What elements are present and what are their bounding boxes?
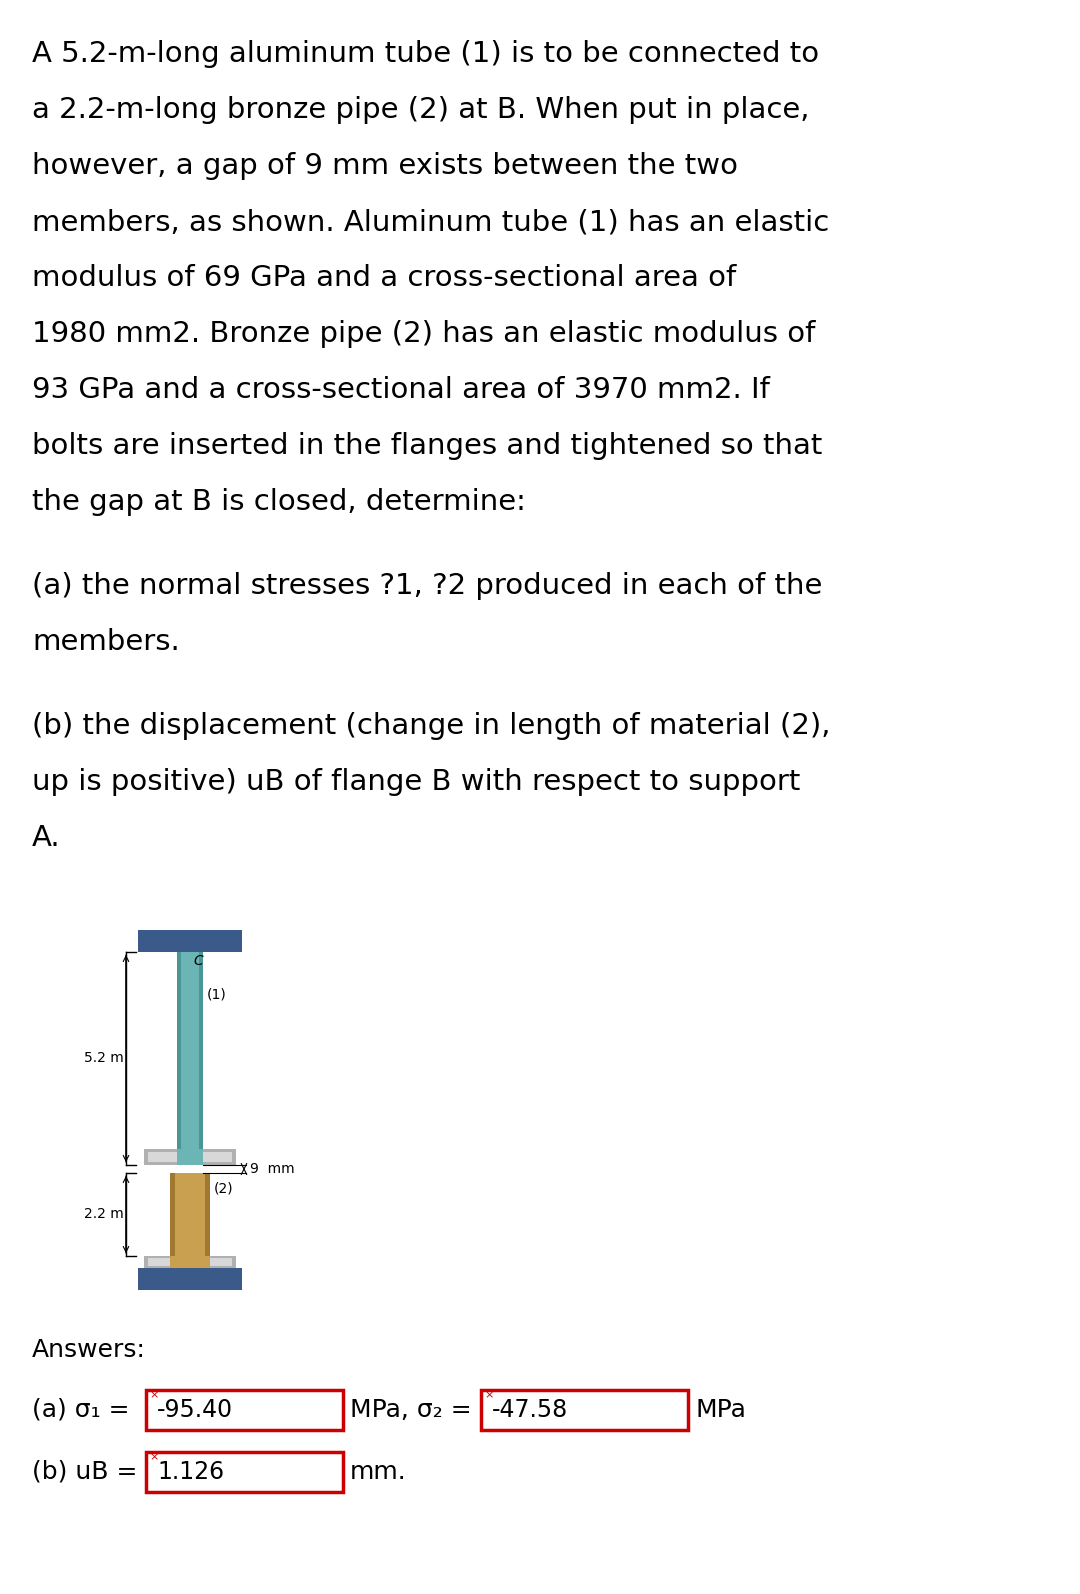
Text: 2.2 m: 2.2 m <box>84 1207 124 1221</box>
Bar <box>170 1173 175 1256</box>
Text: (1): (1) <box>207 987 227 1001</box>
Text: ×: × <box>149 1452 159 1462</box>
Text: members.: members. <box>32 628 179 657</box>
Text: (a) the normal stresses ?1, ?2 produced in each of the: (a) the normal stresses ?1, ?2 produced … <box>32 572 822 599</box>
Bar <box>138 1267 242 1290</box>
Text: 1.126: 1.126 <box>157 1460 225 1484</box>
Text: C: C <box>193 953 203 968</box>
Text: a 2.2-m-long bronze pipe (2) at B. When put in place,: a 2.2-m-long bronze pipe (2) at B. When … <box>32 96 810 124</box>
Text: -95.40: -95.40 <box>157 1398 233 1422</box>
Text: (b) the displacement (change in length of material (2),: (b) the displacement (change in length o… <box>32 713 831 740</box>
Text: MPa: MPa <box>696 1398 746 1422</box>
Text: however, a gap of 9 mm exists between the two: however, a gap of 9 mm exists between th… <box>32 151 738 180</box>
Bar <box>177 1149 203 1165</box>
Text: -47.58: -47.58 <box>492 1398 568 1422</box>
Bar <box>138 929 242 952</box>
Text: 1980 mm2. Bronze pipe (2) has an elastic modulus of: 1980 mm2. Bronze pipe (2) has an elastic… <box>32 320 815 347</box>
Text: 93 GPa and a cross-sectional area of 3970 mm2. If: 93 GPa and a cross-sectional area of 397… <box>32 376 770 403</box>
Text: (2): (2) <box>214 1181 233 1196</box>
Text: A.: A. <box>32 824 60 853</box>
Text: (a) σ₁ =: (a) σ₁ = <box>32 1398 130 1422</box>
Bar <box>148 1258 232 1266</box>
Text: 5.2 m: 5.2 m <box>84 1050 124 1065</box>
Text: 9  mm: 9 mm <box>249 1162 295 1176</box>
Bar <box>177 952 181 1149</box>
Text: A: A <box>159 1258 168 1270</box>
Bar <box>177 952 203 1149</box>
FancyBboxPatch shape <box>146 1452 343 1492</box>
Bar <box>205 1173 210 1256</box>
Text: modulus of 69 GPa and a cross-sectional area of: modulus of 69 GPa and a cross-sectional … <box>32 265 737 292</box>
Text: ×: × <box>149 1390 159 1400</box>
Text: mm.: mm. <box>350 1460 407 1484</box>
Text: ×: × <box>484 1390 494 1400</box>
Bar <box>148 1152 232 1162</box>
Text: Answers:: Answers: <box>32 1337 146 1361</box>
Bar <box>170 1173 210 1256</box>
FancyBboxPatch shape <box>481 1390 688 1430</box>
Text: (b) uB =: (b) uB = <box>32 1460 137 1484</box>
Text: bolts are inserted in the flanges and tightened so that: bolts are inserted in the flanges and ti… <box>32 432 822 461</box>
Text: MPa, σ₂ =: MPa, σ₂ = <box>350 1398 472 1422</box>
Text: up is positive) uB of flange B with respect to support: up is positive) uB of flange B with resp… <box>32 768 800 795</box>
Bar <box>170 1256 210 1267</box>
Text: B: B <box>165 1149 175 1164</box>
FancyBboxPatch shape <box>146 1390 343 1430</box>
Text: A 5.2-m-long aluminum tube (1) is to be connected to: A 5.2-m-long aluminum tube (1) is to be … <box>32 40 819 69</box>
Bar <box>144 1149 237 1165</box>
Text: the gap at B is closed, determine:: the gap at B is closed, determine: <box>32 488 526 516</box>
Bar <box>144 1256 237 1267</box>
Text: members, as shown. Aluminum tube (1) has an elastic: members, as shown. Aluminum tube (1) has… <box>32 207 829 236</box>
Bar <box>199 952 203 1149</box>
